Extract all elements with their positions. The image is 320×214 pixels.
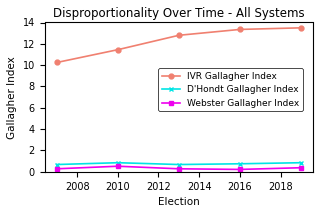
D'Hondt Gallagher Index — [177, 163, 181, 166]
IVR Gallagher Index — [55, 61, 59, 64]
Line: D'Hondt Gallagher Index: D'Hondt Gallagher Index — [54, 160, 303, 167]
D'Hondt Gallagher Index — [299, 161, 303, 164]
IVR Gallagher Index — [116, 48, 120, 51]
Webster Gallagher Index — [177, 168, 181, 170]
Webster Gallagher Index — [55, 168, 59, 170]
D'Hondt Gallagher Index — [238, 162, 242, 165]
Webster Gallagher Index — [299, 166, 303, 169]
Legend: IVR Gallagher Index, D'Hondt Gallagher Index, Webster Gallagher Index: IVR Gallagher Index, D'Hondt Gallagher I… — [158, 68, 303, 111]
Webster Gallagher Index — [238, 168, 242, 171]
IVR Gallagher Index — [238, 28, 242, 31]
IVR Gallagher Index — [177, 34, 181, 37]
Line: IVR Gallagher Index: IVR Gallagher Index — [54, 25, 303, 65]
Webster Gallagher Index — [116, 165, 120, 168]
D'Hondt Gallagher Index — [116, 161, 120, 164]
IVR Gallagher Index — [299, 27, 303, 29]
X-axis label: Election: Election — [158, 197, 200, 207]
Y-axis label: Gallagher Index: Gallagher Index — [7, 56, 17, 138]
Line: Webster Gallagher Index: Webster Gallagher Index — [54, 164, 303, 172]
Title: Disproportionality Over Time - All Systems: Disproportionality Over Time - All Syste… — [53, 7, 305, 20]
D'Hondt Gallagher Index — [55, 163, 59, 166]
